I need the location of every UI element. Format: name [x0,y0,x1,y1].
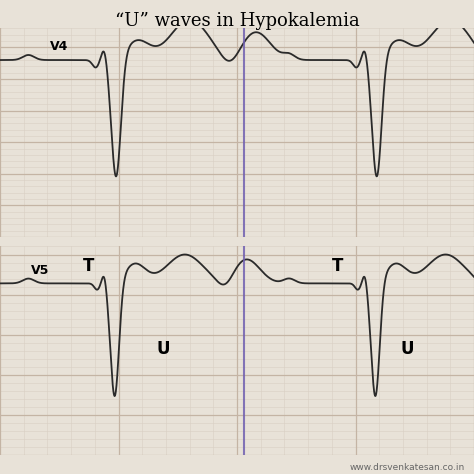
Text: T: T [83,256,94,274]
Text: V4: V4 [50,40,68,53]
Text: U: U [401,340,414,358]
Text: T: T [332,256,343,274]
Text: www.drsvenkatesan.co.in: www.drsvenkatesan.co.in [349,463,465,472]
Text: U: U [156,340,170,358]
Text: V5: V5 [31,264,49,277]
Text: “U” waves in Hypokalemia: “U” waves in Hypokalemia [115,12,359,30]
